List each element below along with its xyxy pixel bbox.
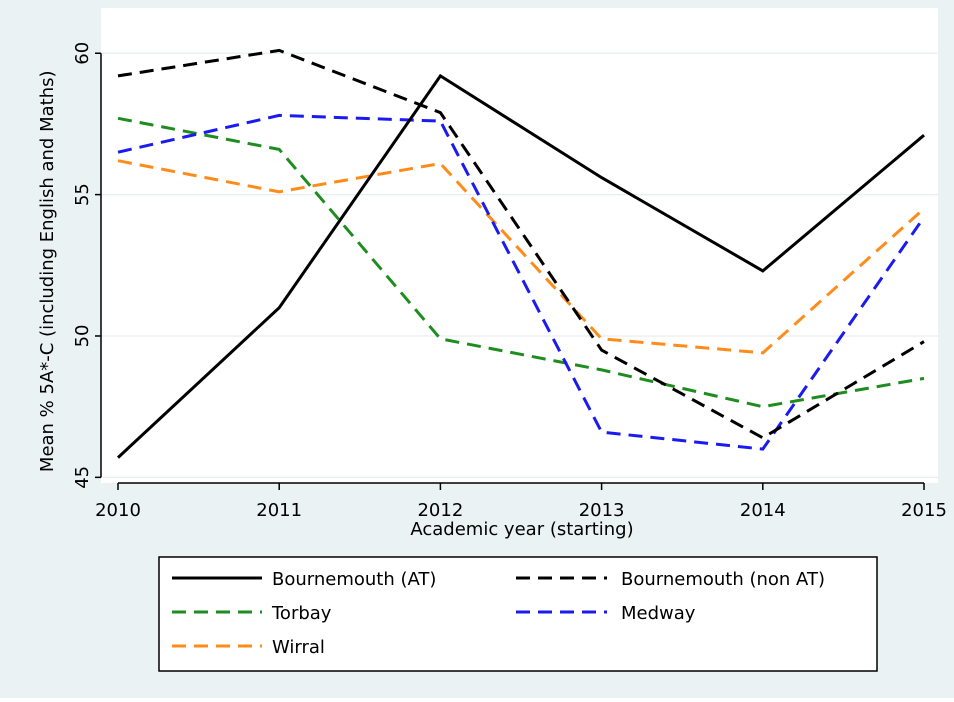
legend: Bournemouth (AT) Bournemouth (non AT) Torb… xyxy=(158,556,878,672)
legend-label-torbay: Torbay xyxy=(271,603,332,624)
y-axis-title: Mean % 5A*-C (including English and Math… xyxy=(37,70,58,472)
gridlines xyxy=(101,52,938,478)
legend-label-bournemouth-at: Bournemouth (AT) xyxy=(272,569,436,590)
axes: 45 50 55 60 2010 2011 2012 2013 2014 2015 xyxy=(72,42,947,521)
legend-label-bournemouth-non-at: Bournemouth (non AT) xyxy=(621,569,825,590)
y-tick-label: 55 xyxy=(72,183,93,206)
series-line-bournemouth-at xyxy=(116,73,925,459)
y-tick-label: 50 xyxy=(72,325,93,348)
y-tick-label: 45 xyxy=(72,466,93,489)
legend-box xyxy=(158,556,878,672)
series-lines xyxy=(116,48,926,459)
series-line-torbay xyxy=(117,116,925,409)
y-tick-label: 60 xyxy=(72,42,93,65)
series-line-bournemouth-non-at xyxy=(117,48,925,440)
legend-label-wirral: Wirral xyxy=(272,637,325,658)
x-tick-label: 2010 xyxy=(95,500,141,521)
x-tick-label: 2012 xyxy=(417,500,463,521)
series-line-medway xyxy=(117,113,926,451)
x-tick-label: 2013 xyxy=(579,500,625,521)
plot-area xyxy=(101,8,938,483)
series-line-wirral xyxy=(117,159,926,355)
x-tick-label: 2015 xyxy=(901,500,947,521)
legend-label-medway: Medway xyxy=(621,603,696,624)
x-tick-label: 2011 xyxy=(256,500,302,521)
x-tick-label: 2014 xyxy=(740,500,786,521)
x-axis-title: Academic year (starting) xyxy=(410,519,633,540)
